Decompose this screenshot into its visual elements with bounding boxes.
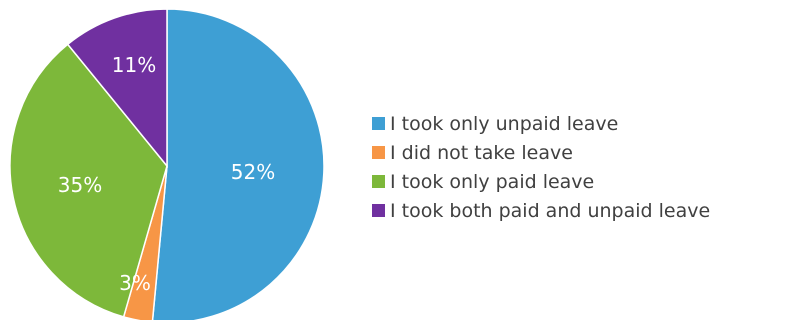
pie-chart: 52% 3% 35% 11% bbox=[9, 8, 325, 320]
pie-label-unpaid: 52% bbox=[231, 160, 275, 184]
legend-swatch-both bbox=[372, 204, 385, 217]
pie-label-no-leave: 3% bbox=[119, 271, 151, 295]
legend: I took only unpaid leave I did not take … bbox=[372, 109, 710, 225]
pie-slice-both bbox=[66, 8, 168, 169]
legend-swatch-no-leave bbox=[372, 146, 385, 159]
legend-label-no-leave: I did not take leave bbox=[390, 141, 573, 164]
legend-item-no-leave: I did not take leave bbox=[372, 138, 710, 167]
pie-slice-unpaid bbox=[151, 8, 325, 320]
legend-swatch-paid bbox=[372, 175, 385, 188]
pie-label-both: 11% bbox=[112, 53, 156, 77]
legend-item-both: I took both paid and unpaid leave bbox=[372, 196, 710, 225]
legend-label-both: I took both paid and unpaid leave bbox=[390, 199, 711, 222]
legend-swatch-unpaid bbox=[372, 117, 385, 130]
legend-label-paid: I took only paid leave bbox=[390, 170, 595, 193]
legend-item-paid: I took only paid leave bbox=[372, 167, 710, 196]
pie-label-paid: 35% bbox=[58, 173, 102, 197]
legend-item-unpaid: I took only unpaid leave bbox=[372, 109, 710, 138]
pie-slice-paid bbox=[9, 43, 168, 318]
legend-label-unpaid: I took only unpaid leave bbox=[390, 112, 619, 135]
